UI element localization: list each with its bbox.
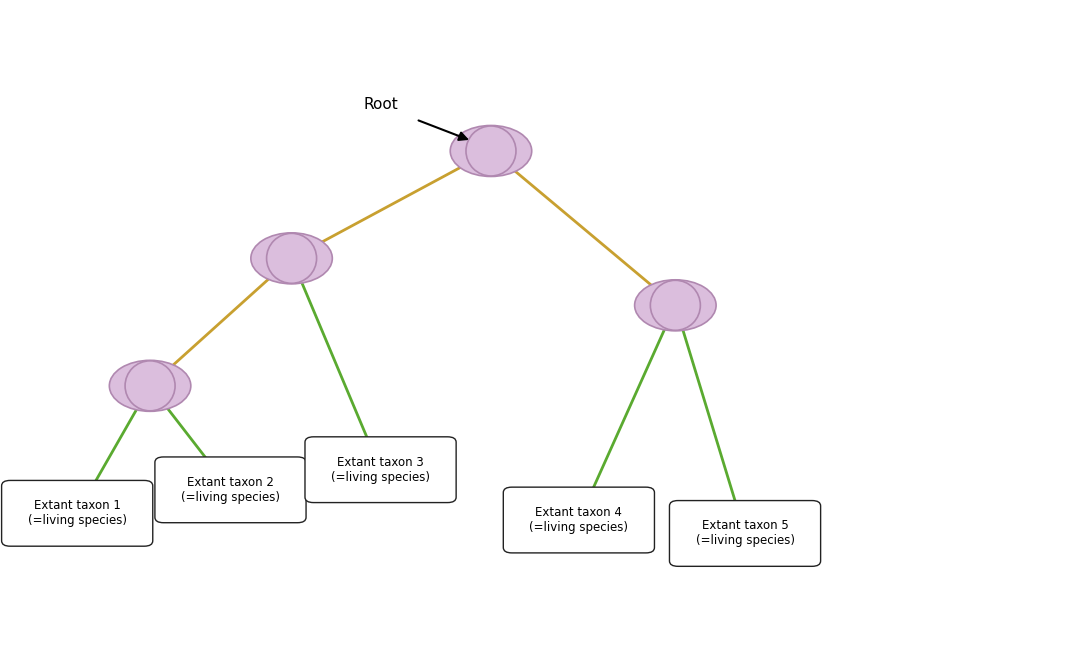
Text: Extant taxon 1
(=living species): Extant taxon 1 (=living species) bbox=[28, 499, 126, 527]
FancyBboxPatch shape bbox=[154, 457, 307, 523]
Circle shape bbox=[635, 280, 716, 331]
Circle shape bbox=[450, 125, 532, 176]
Text: Extant taxon 5
(=living species): Extant taxon 5 (=living species) bbox=[696, 519, 794, 548]
Circle shape bbox=[109, 360, 191, 411]
FancyBboxPatch shape bbox=[669, 501, 821, 566]
Ellipse shape bbox=[651, 280, 700, 330]
Text: Root: Root bbox=[363, 97, 398, 111]
FancyBboxPatch shape bbox=[504, 487, 654, 553]
Ellipse shape bbox=[125, 361, 175, 411]
FancyBboxPatch shape bbox=[1, 480, 153, 546]
Text: Extant taxon 4
(=living species): Extant taxon 4 (=living species) bbox=[530, 506, 628, 534]
Ellipse shape bbox=[267, 234, 316, 283]
Circle shape bbox=[251, 233, 332, 284]
Text: Extant taxon 3
(=living species): Extant taxon 3 (=living species) bbox=[331, 456, 430, 484]
FancyBboxPatch shape bbox=[304, 437, 456, 503]
Ellipse shape bbox=[466, 126, 516, 176]
Text: Extant taxon 2
(=living species): Extant taxon 2 (=living species) bbox=[181, 476, 280, 504]
